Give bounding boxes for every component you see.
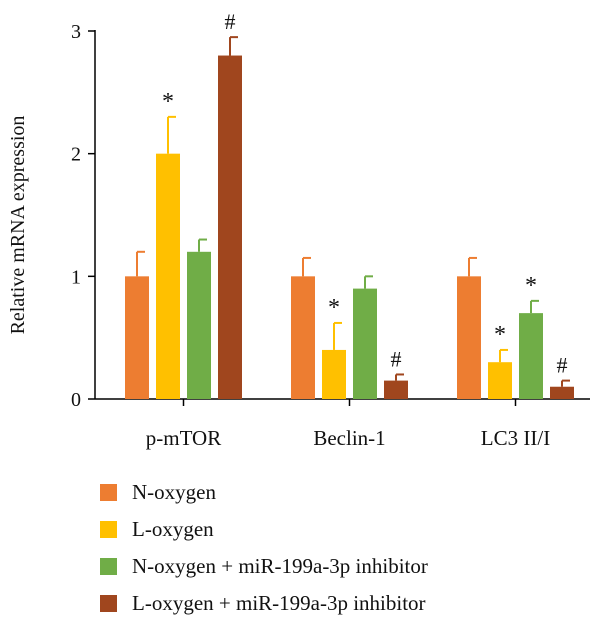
bar (384, 380, 408, 399)
legend-swatch (100, 595, 117, 612)
legend-item: N-oxygen + miR-199a-3p inhibitor (100, 548, 428, 585)
legend-swatch (100, 558, 117, 575)
significance-mark: * (328, 295, 340, 321)
significance-mark: # (557, 353, 568, 378)
chart-labels: 0 1 2 3 Relative mRNA expression p-mTOR Beclin… (7, 9, 568, 450)
chart-bars (125, 36, 574, 400)
bar (519, 313, 543, 399)
significance-mark: * (162, 89, 174, 115)
y-tick-label: 2 (71, 144, 81, 166)
bar (322, 349, 346, 399)
significance-mark: # (391, 346, 402, 371)
bar (291, 276, 315, 399)
bar (156, 153, 180, 399)
legend-label: L-oxygen + miR-199a-3p inhibitor (132, 591, 426, 615)
x-tick-label: Beclin-1 (313, 426, 385, 450)
chart-legend: N-oxygen L-oxygen N-oxygen + miR-199a-3p i… (100, 474, 428, 622)
bar (550, 386, 574, 399)
legend-swatch (100, 484, 117, 501)
significance-mark: # (225, 9, 236, 34)
bar (125, 276, 149, 399)
y-axis-title: Relative mRNA expression (7, 116, 29, 335)
y-tick-label: 1 (71, 266, 81, 288)
legend-item: L-oxygen + miR-199a-3p inhibitor (100, 585, 428, 622)
bar (218, 55, 242, 400)
bar (353, 288, 377, 399)
x-tick-label: p-mTOR (146, 426, 221, 450)
bar (488, 362, 512, 399)
bar (457, 276, 481, 399)
legend-label: L-oxygen (132, 517, 214, 541)
significance-mark: * (525, 273, 537, 299)
legend-item: L-oxygen (100, 511, 428, 548)
bar (187, 251, 211, 399)
y-tick-label: 3 (71, 21, 81, 43)
legend-swatch (100, 521, 117, 538)
x-tick-label: LC3 II/I (481, 426, 550, 450)
legend-item: N-oxygen (100, 474, 428, 511)
significance-mark: * (494, 322, 506, 348)
legend-label: N-oxygen (132, 480, 216, 504)
legend-label: N-oxygen + miR-199a-3p inhibitor (132, 554, 428, 578)
y-tick-label: 0 (71, 389, 81, 411)
